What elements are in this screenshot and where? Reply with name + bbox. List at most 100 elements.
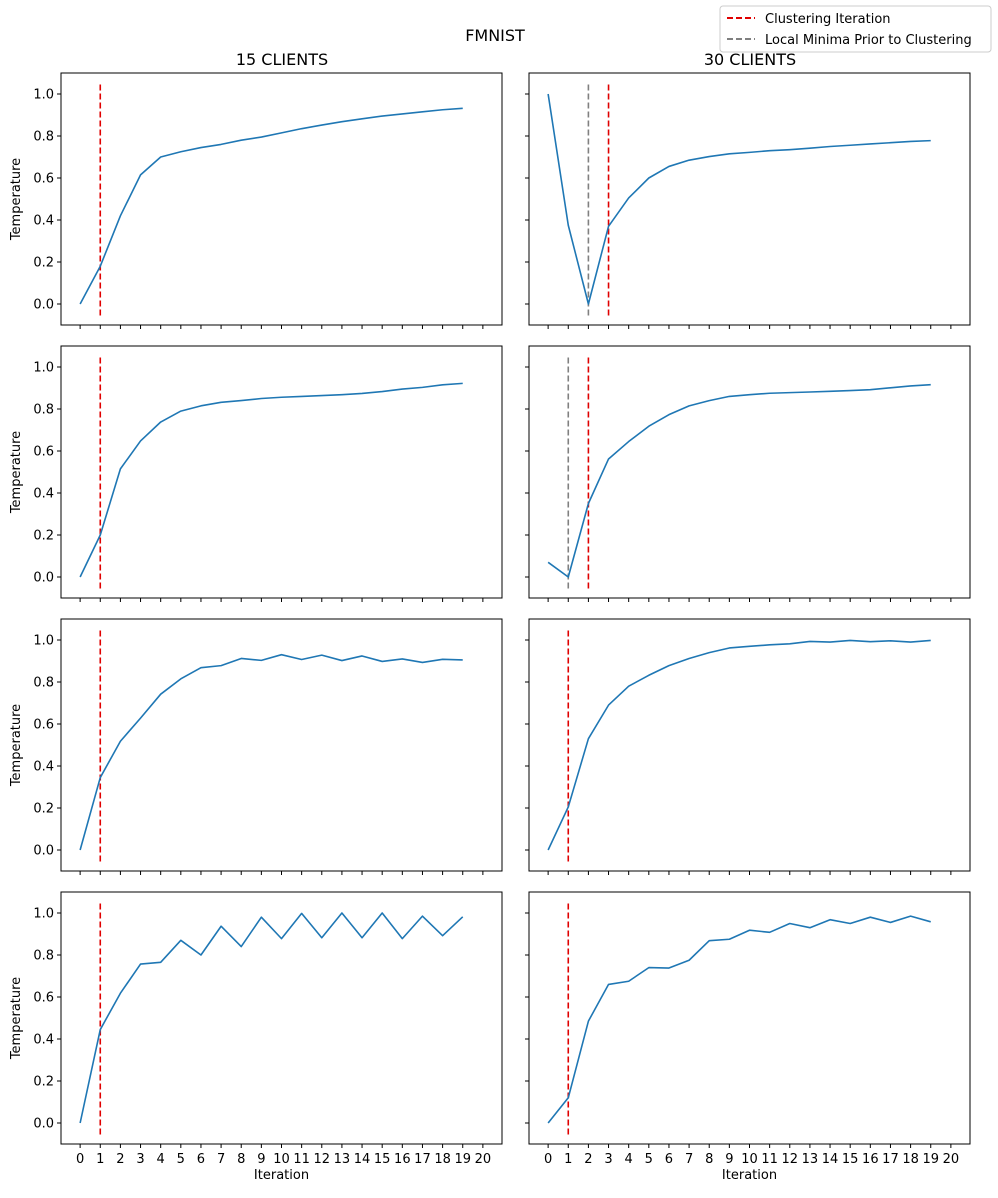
x-tick-label: 3 (136, 1152, 144, 1167)
y-axis-label: Temperature (9, 977, 24, 1060)
y-tick-label: 0.0 (33, 298, 54, 313)
y-tick-label: 0.0 (33, 1117, 54, 1132)
x-tick-label: 2 (116, 1152, 124, 1167)
y-tick-label: 0.6 (33, 991, 54, 1006)
y-tick-label: 0.0 (33, 844, 54, 859)
temperature-series-line (547, 93, 931, 305)
x-tick-label: 12 (314, 1152, 331, 1167)
x-tick-label: 18 (434, 1152, 451, 1167)
x-tick-label: 11 (761, 1152, 778, 1167)
y-tick-label: 0.6 (33, 445, 54, 460)
subplot-r2-c0: 0.0 0.2 0.4 0.6 0.8 1.0 Temperature (9, 618, 503, 875)
temperature-series-line (547, 383, 931, 578)
x-tick-label: 7 (685, 1152, 693, 1167)
y-tick-label: 0.2 (33, 802, 54, 817)
column-title-15-clients: 15 CLIENTS (236, 50, 328, 69)
y-tick-label: 1.0 (33, 907, 54, 922)
x-axis-label: Iteration (254, 1168, 309, 1183)
x-tick-label: 14 (354, 1152, 371, 1167)
subplot-r2-c1 (525, 618, 971, 875)
x-tick-label: 17 (882, 1152, 899, 1167)
subplot-r1-c0: 0.0 0.2 0.4 0.6 0.8 1.0 Temperature (9, 345, 503, 602)
x-tick-label: 11 (293, 1152, 310, 1167)
y-axis-label: Temperature (9, 704, 24, 787)
subplot-r3-c0: 0 1 2 3 4 5 6 7 8 9 10 11 12 13 14 15 16 17 18 19 200.00.20.… (9, 891, 503, 1183)
x-tick-label: 10 (741, 1152, 758, 1167)
x-tick-label: 1 (564, 1152, 572, 1167)
legend-label-clustering-iteration: Clustering Iteration (765, 12, 891, 27)
subplot-r3-c1: 0 1 2 3 4 5 6 7 8 9 10 11 12 13 14 15 16 17 18 19 20Iteratio… (525, 891, 971, 1183)
y-tick-label: 0.4 (33, 760, 54, 775)
axes-frame (60, 345, 503, 599)
axes-frame (528, 345, 971, 599)
axes-frame (60, 618, 503, 872)
temperature-series-line (79, 912, 464, 1124)
legend: Clustering Iteration Local Minima Prior … (719, 5, 992, 53)
x-tick-label: 3 (604, 1152, 612, 1167)
x-tick-label: 18 (902, 1152, 919, 1167)
x-tick-label: 19 (454, 1152, 471, 1167)
x-tick-label: 1 (96, 1152, 104, 1167)
x-tick-label: 14 (822, 1152, 839, 1167)
x-tick-label: 0 (76, 1152, 84, 1167)
column-title-30-clients: 30 CLIENTS (704, 50, 796, 69)
x-tick-label: 4 (625, 1152, 633, 1167)
x-tick-label: 9 (725, 1152, 733, 1167)
subplot-r0-c0: 0.0 0.2 0.4 0.6 0.8 1.0 Temperature (9, 72, 503, 329)
y-tick-label: 0.0 (33, 571, 54, 586)
legend-label-local-minima: Local Minima Prior to Clustering (765, 33, 972, 48)
y-tick-label: 1.0 (33, 88, 54, 103)
temperature-series-line (547, 915, 931, 1124)
x-tick-label: 8 (705, 1152, 713, 1167)
y-tick-label: 0.4 (33, 214, 54, 229)
x-tick-label: 8 (237, 1152, 245, 1167)
subplot-r1-c1 (525, 345, 971, 602)
x-tick-label: 10 (273, 1152, 290, 1167)
x-tick-label: 7 (217, 1152, 225, 1167)
y-tick-label: 0.4 (33, 487, 54, 502)
x-tick-label: 16 (394, 1152, 411, 1167)
y-tick-label: 1.0 (33, 634, 54, 649)
y-tick-label: 0.8 (33, 403, 54, 418)
y-tick-label: 0.2 (33, 1075, 54, 1090)
x-tick-label: 9 (257, 1152, 265, 1167)
x-tick-label: 4 (157, 1152, 165, 1167)
x-tick-label: 6 (197, 1152, 205, 1167)
axes-frame (60, 891, 503, 1145)
x-tick-label: 15 (842, 1152, 859, 1167)
x-tick-label: 20 (943, 1152, 960, 1167)
x-tick-label: 2 (584, 1152, 592, 1167)
y-axis-label: Temperature (9, 158, 24, 241)
axes-frame (528, 618, 971, 872)
x-tick-label: 5 (645, 1152, 653, 1167)
y-tick-label: 0.6 (33, 172, 54, 187)
x-tick-label: 16 (862, 1152, 879, 1167)
y-tick-label: 0.8 (33, 676, 54, 691)
temperature-series-line (79, 382, 463, 578)
x-tick-label: 15 (374, 1152, 391, 1167)
x-tick-label: 13 (334, 1152, 351, 1167)
x-axis-label: Iteration (722, 1168, 777, 1183)
subplot-r0-c1 (525, 72, 971, 329)
axes-frame (528, 72, 971, 326)
axes-frame (60, 72, 503, 326)
temperature-series-line (547, 639, 931, 851)
x-tick-label: 13 (802, 1152, 819, 1167)
subplot-grid: 0.00.20.40.60.81.0Temperature0.00.20.40.… (9, 72, 971, 1183)
y-tick-label: 0.2 (33, 256, 54, 271)
temperature-series-line (79, 107, 463, 305)
x-tick-label: 17 (414, 1152, 431, 1167)
y-tick-label: 0.4 (33, 1033, 54, 1048)
y-axis-label: Temperature (9, 431, 24, 514)
legend-frame (719, 5, 992, 53)
figure-suptitle: FMNIST (465, 26, 525, 45)
x-tick-label: 20 (475, 1152, 492, 1167)
x-tick-label: 5 (177, 1152, 185, 1167)
axes-frame (528, 891, 971, 1145)
y-tick-label: 0.6 (33, 718, 54, 733)
y-tick-label: 0.2 (33, 529, 54, 544)
x-tick-label: 19 (922, 1152, 939, 1167)
y-tick-label: 1.0 (33, 361, 54, 376)
y-tick-label: 0.8 (33, 130, 54, 145)
